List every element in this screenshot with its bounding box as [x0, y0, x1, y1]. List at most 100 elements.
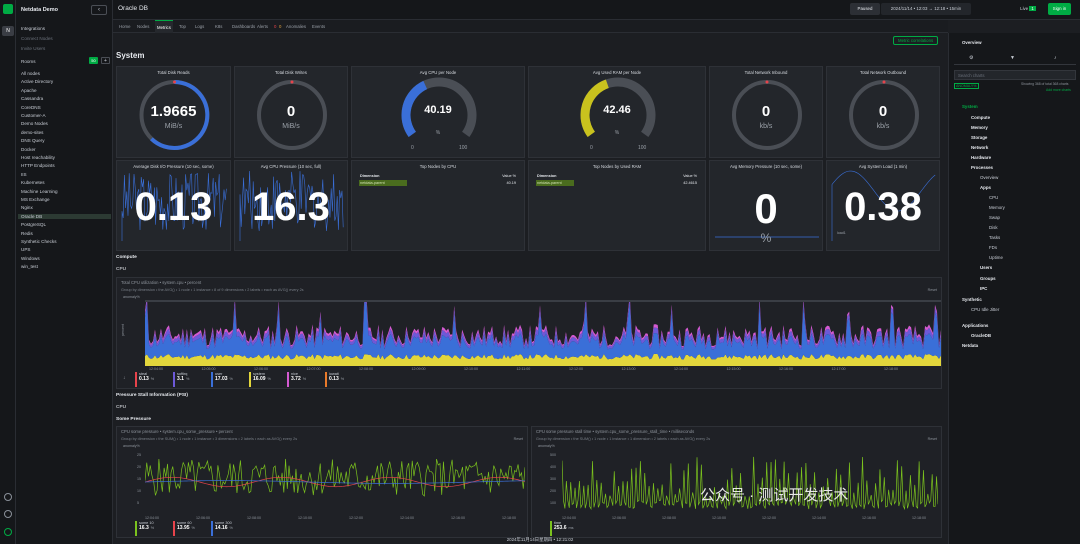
sidebar-room-item[interactable]: Nginx	[21, 205, 33, 211]
tree-item[interactable]: Network	[971, 145, 989, 150]
tree-item[interactable]: Applications	[962, 323, 989, 328]
tab-logs[interactable]: Logs	[195, 24, 205, 29]
filter-icon[interactable]: ▼	[1010, 55, 1015, 61]
tab-alerts[interactable]: Alerts	[257, 24, 268, 29]
sidebar-room-item[interactable]: Oracle DB	[18, 213, 111, 219]
gear-icon[interactable]: ⚙	[969, 55, 974, 61]
tree-item[interactable]: Compute	[971, 115, 991, 120]
tab-top[interactable]: Top	[179, 24, 186, 29]
sidebar-room-item[interactable]: Apache	[21, 87, 37, 93]
tree-item[interactable]: FDs	[989, 245, 998, 250]
chart-groupby[interactable]: Group by dimension • the SUM() • 1 node …	[536, 437, 711, 441]
tree-item[interactable]: Overview	[980, 175, 999, 180]
overview-title[interactable]: Overview	[962, 40, 982, 45]
reset-button[interactable]: Reset	[927, 288, 937, 292]
legend-item[interactable]: some 10 16.3%	[135, 521, 171, 536]
legend-item[interactable]: system 16.09%	[249, 372, 285, 387]
sidebar-item-invite-users[interactable]: Invite Users	[21, 46, 46, 51]
timerange-picker[interactable]: 2024/11/14 • 12:03 → 12:18 • 15min	[881, 3, 971, 15]
sidebar-item-integrations[interactable]: Integrations	[21, 26, 46, 31]
tree-item[interactable]: OracleDB	[971, 333, 992, 338]
sidebar-room-item[interactable]: Cassandra	[21, 96, 44, 102]
sidebar-room-item[interactable]: Customer-A	[21, 113, 46, 118]
tree-item[interactable]: Groups	[980, 276, 996, 281]
cpu-area-series	[145, 301, 941, 360]
help-icon[interactable]	[4, 493, 12, 501]
tree-item[interactable]: Swap	[989, 215, 1000, 220]
sidebar-room-item[interactable]: Active Directory	[21, 79, 54, 85]
sidebar-room-item[interactable]: All nodes	[21, 71, 40, 76]
tree-item[interactable]: IPC	[980, 286, 988, 291]
sidebar-room-item[interactable]: HTTP Endpoints	[21, 163, 55, 169]
tab-events[interactable]: Events	[312, 24, 326, 29]
tree-item[interactable]: Users	[980, 265, 993, 270]
sidebar-room-item[interactable]: Redis	[21, 230, 33, 236]
tree-item[interactable]: Apps	[980, 185, 991, 190]
sidebar-room-item[interactable]: PostgreSQL	[21, 222, 47, 228]
bell-icon[interactable]: ♪	[1054, 55, 1057, 61]
sidebar-room-item[interactable]: Kubernetes	[21, 180, 45, 186]
collapse-sidebar-button[interactable]: ‹	[91, 5, 107, 15]
sidebar-room-item[interactable]: Demo Nodes	[21, 121, 48, 127]
tab-k8s[interactable]: K8s	[215, 24, 223, 29]
tab-anomalies[interactable]: Anomalies	[286, 24, 307, 29]
reset-button[interactable]: Reset	[927, 437, 937, 441]
tree-item[interactable]: Memory	[971, 125, 988, 130]
collapse-legend-icon[interactable]: ↓	[123, 375, 126, 381]
legend-item[interactable]: user 17.03%	[211, 372, 247, 387]
tree-item[interactable]: Processes	[971, 165, 993, 170]
sidebar-room-item[interactable]: Docker	[21, 146, 36, 152]
reset-button[interactable]: Reset	[513, 437, 523, 441]
tab-metrics[interactable]: Metrics	[155, 20, 173, 33]
sidebar-room-item[interactable]: Machine Learning	[21, 188, 58, 194]
legend-item[interactable]: steal 0.13%	[135, 372, 171, 387]
sidebar-room-item[interactable]: Synthetic Checks	[21, 239, 57, 244]
add-room-button[interactable]: +	[101, 57, 110, 64]
settings-icon[interactable]	[4, 510, 12, 518]
sidebar-room-item[interactable]: Windows	[21, 255, 40, 261]
tree-item[interactable]: Hardware	[971, 155, 992, 160]
tree-item[interactable]: Netdata	[962, 343, 979, 348]
tab-nodes[interactable]: Nodes	[137, 24, 150, 29]
sidebar-room-item[interactable]: MS Exchange	[21, 197, 50, 202]
sign-in-button[interactable]: Sign in	[1048, 3, 1071, 15]
legend-item[interactable]: time 253.6 ms	[550, 521, 586, 536]
tree-item[interactable]: Disk	[989, 225, 998, 230]
tree-item[interactable]: System	[962, 104, 978, 109]
paused-button[interactable]: Paused	[850, 3, 880, 15]
anomaly-toggle[interactable]: ANOMALY%	[954, 83, 979, 89]
legend-item[interactable]: nice 3.72%	[287, 372, 323, 387]
tree-item[interactable]: Synthetic	[962, 297, 982, 302]
sidebar-room-item[interactable]: DNS Query	[21, 138, 45, 144]
space-nav-icon[interactable]: N	[2, 26, 14, 36]
legend-item[interactable]: softirq 3.1%	[173, 372, 209, 387]
tree-item[interactable]: Memory	[989, 205, 1005, 210]
tree-item[interactable]: CPU Idle Jitter	[971, 307, 1000, 312]
legend-item[interactable]: iowait 0.13%	[325, 372, 361, 387]
sidebar-room-item[interactable]: IIS	[21, 171, 27, 177]
metric-correlations-button[interactable]: Metric correlations	[893, 36, 939, 45]
tab-dashboards[interactable]: Dashboards	[232, 24, 256, 29]
sidebar-room-item[interactable]: CoreDNS	[21, 104, 41, 110]
chart-groupby[interactable]: Group by dimension • the AVG() • 1 node …	[121, 288, 304, 292]
room-title[interactable]: Oracle DB	[118, 5, 148, 12]
search-charts-input[interactable]: Search charts	[954, 70, 1076, 80]
tree-item[interactable]: CPU	[989, 195, 999, 200]
metric-card: Avg CPU Pressure (10 sec, full) 16.3	[234, 160, 348, 251]
add-more-charts-link[interactable]: Add more charts	[1046, 88, 1071, 92]
live-button[interactable]: Live 1	[1013, 3, 1043, 15]
status-icon[interactable]	[4, 528, 12, 536]
netdata-logo-icon[interactable]	[3, 4, 13, 14]
legend-item[interactable]: some 300 14.16%	[211, 521, 247, 536]
chart-groupby[interactable]: Group by dimension • the SUM() • 1 node …	[121, 437, 298, 441]
sidebar-room-item[interactable]: Host reachability	[21, 155, 55, 160]
legend-item[interactable]: some 60 13.95%	[173, 521, 209, 536]
sidebar-item-connect-nodes[interactable]: Connect Nodes	[21, 36, 53, 41]
sidebar-room-item[interactable]: win_test	[21, 264, 38, 270]
tree-item[interactable]: Tasks	[989, 235, 1001, 240]
sidebar-room-item[interactable]: demo-sites	[21, 129, 44, 135]
tree-item[interactable]: Uptime	[989, 255, 1003, 260]
tab-home[interactable]: Home	[119, 24, 131, 29]
sidebar-room-item[interactable]: UPS	[21, 247, 31, 253]
tree-item[interactable]: Storage	[971, 135, 988, 140]
